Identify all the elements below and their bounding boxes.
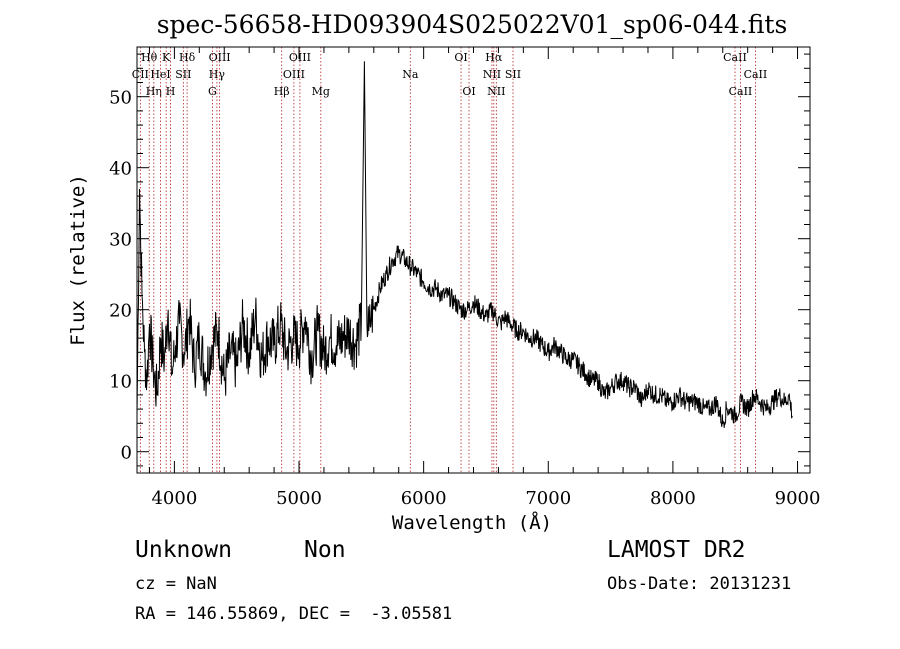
y-tick-label: 0 xyxy=(121,443,132,464)
line-label: Hγ xyxy=(209,68,226,81)
coordinates: RA = 146.55869, DEC = -3.05581 xyxy=(135,604,453,624)
spectrum-line xyxy=(136,61,793,428)
y-tick-label: 30 xyxy=(109,230,132,251)
line-label: NII xyxy=(487,85,505,98)
x-tick-label: 8000 xyxy=(650,488,696,509)
line-label: NII xyxy=(483,68,501,81)
line-label: CaII xyxy=(744,68,768,81)
y-tick-label: 50 xyxy=(109,88,132,109)
survey-name: LAMOST DR2 xyxy=(607,537,746,563)
y-axis-label: Flux (relative) xyxy=(67,174,89,346)
line-label: CII xyxy=(132,68,149,81)
object-class: Unknown xyxy=(135,537,232,563)
x-tick-label: 5000 xyxy=(276,488,322,509)
line-label: HeI xyxy=(150,68,170,81)
line-label: Mg xyxy=(312,85,330,98)
y-tick-label: 20 xyxy=(109,301,132,322)
line-label: Na xyxy=(402,68,419,81)
line-label: Hδ xyxy=(179,51,196,64)
line-label: SII xyxy=(175,68,191,81)
object-subclass: Non xyxy=(304,537,346,563)
line-label: Hη xyxy=(146,85,162,98)
line-label: OI xyxy=(454,51,467,64)
spectrum-chart: spec-56658-HD093904S025022V01_sp06-044.f… xyxy=(67,10,821,534)
x-tick-label: 7000 xyxy=(525,488,571,509)
line-label: H xyxy=(166,85,176,98)
redshift-value: cz = NaN xyxy=(135,574,217,594)
x-tick-label: 9000 xyxy=(775,488,821,509)
y-tick-label: 10 xyxy=(109,372,132,393)
x-axis-label: Wavelength (Å) xyxy=(392,511,552,534)
line-label: OIII xyxy=(283,68,305,81)
line-label: CaII xyxy=(729,85,753,98)
y-tick-label: 40 xyxy=(109,159,132,180)
line-label: OIII xyxy=(289,51,311,64)
line-label: OI xyxy=(462,85,475,98)
chart-title: spec-56658-HD093904S025022V01_sp06-044.f… xyxy=(157,10,788,39)
line-label: Hα xyxy=(485,51,503,64)
x-tick-label: 6000 xyxy=(401,488,447,509)
line-label: G xyxy=(208,85,217,98)
line-label: OIII xyxy=(209,51,231,64)
line-label: SII xyxy=(505,68,521,81)
line-label: Hβ xyxy=(274,85,290,98)
x-tick-label: 4000 xyxy=(151,488,197,509)
observation-date: Obs-Date: 20131231 xyxy=(607,574,792,594)
line-label: CaII xyxy=(723,51,747,64)
line-label: K xyxy=(162,51,171,64)
